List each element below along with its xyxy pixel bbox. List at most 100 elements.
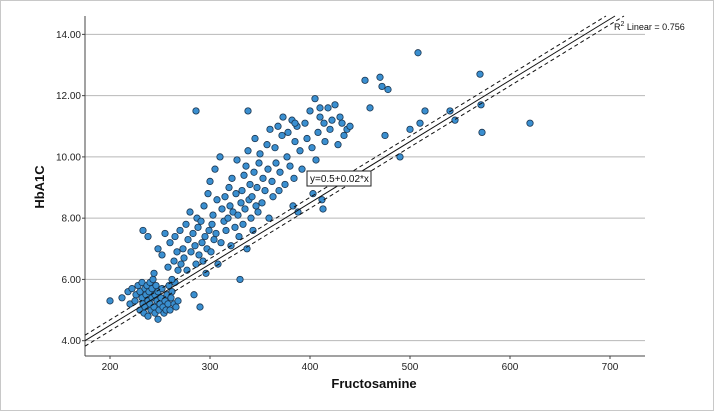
data-point	[206, 177, 214, 186]
data-point	[258, 199, 266, 207]
data-point	[189, 229, 197, 238]
gridlines	[85, 33, 645, 342]
data-point	[168, 275, 176, 284]
data-point	[255, 159, 263, 167]
data-point	[263, 141, 271, 149]
data-point	[224, 214, 232, 222]
data-point	[326, 125, 334, 133]
data-point	[319, 205, 327, 213]
data-point	[242, 162, 250, 170]
data-point	[477, 101, 485, 109]
data-point	[244, 147, 252, 155]
data-point	[174, 297, 182, 305]
data-point	[231, 223, 239, 231]
data-point	[396, 153, 404, 161]
y-tick-label: 10.00	[56, 152, 81, 163]
data-point	[171, 232, 179, 241]
data-point	[237, 199, 245, 207]
data-point	[318, 196, 326, 204]
data-point	[290, 174, 298, 182]
data-point	[274, 122, 282, 130]
data-point	[246, 180, 254, 189]
data-point	[172, 303, 180, 311]
data-point	[236, 275, 244, 284]
y-tick-label: 6.00	[62, 275, 82, 286]
y-tick-label: 14.00	[56, 30, 81, 41]
data-point	[264, 165, 272, 173]
data-point	[139, 226, 147, 235]
x-axis-label: Fructosamine	[331, 376, 416, 391]
data-point	[233, 156, 241, 164]
data-point	[271, 144, 279, 152]
data-point	[235, 232, 243, 241]
data-point	[154, 245, 162, 253]
data-point	[478, 128, 486, 136]
data-point	[247, 214, 255, 222]
data-point	[278, 131, 286, 140]
x-tick-label: 600	[502, 362, 519, 373]
data-point	[194, 223, 202, 231]
data-point	[381, 131, 389, 140]
data-point	[244, 107, 252, 115]
data-point	[316, 104, 324, 112]
data-point	[366, 104, 374, 112]
data-point	[284, 128, 292, 136]
data-point	[213, 196, 221, 204]
y-axis-label: HbA1C	[32, 165, 47, 209]
data-point	[241, 205, 249, 213]
data-point	[308, 144, 316, 152]
data-point	[268, 177, 276, 186]
data-point	[250, 168, 258, 176]
data-point	[182, 220, 190, 228]
data-point	[526, 119, 534, 127]
data-point	[238, 186, 246, 195]
data-point	[174, 266, 182, 274]
equation-box	[306, 170, 372, 187]
data-point	[198, 239, 206, 247]
data-point	[254, 208, 262, 216]
data-point	[214, 260, 222, 268]
data-point	[197, 217, 205, 225]
data-point	[303, 134, 311, 143]
data-point	[192, 107, 200, 115]
data-point	[328, 116, 336, 124]
data-point	[149, 275, 157, 284]
data-point	[202, 269, 210, 277]
equation-label: y=0.5+0.02*x	[310, 174, 369, 185]
data-point	[210, 236, 218, 244]
data-point	[243, 245, 251, 253]
data-point	[421, 107, 429, 115]
confidence-upper-line	[84, 15, 607, 336]
data-point	[164, 263, 172, 271]
data-point	[334, 141, 342, 149]
data-point	[378, 82, 386, 91]
data-point	[316, 113, 324, 121]
data-point	[217, 239, 225, 247]
data-point	[340, 131, 348, 140]
data-point	[301, 119, 309, 127]
data-point	[384, 85, 392, 94]
data-point	[248, 193, 256, 201]
x-tick-label: 200	[102, 362, 119, 373]
data-point	[361, 76, 369, 84]
data-point	[218, 205, 226, 213]
data-point	[187, 248, 195, 256]
x-tick-labels: 200 300 400 500 600 700	[102, 356, 619, 373]
data-point	[324, 104, 332, 112]
data-point	[256, 150, 264, 158]
data-point	[144, 312, 152, 320]
data-point	[251, 134, 259, 143]
r-squared-label: R2 Linear = 0.756	[614, 21, 685, 32]
data-point	[192, 260, 200, 268]
data-point	[239, 220, 247, 228]
data-point	[281, 180, 289, 189]
data-point	[261, 186, 269, 195]
data-point	[406, 125, 414, 133]
data-point	[446, 107, 454, 115]
data-point	[180, 254, 188, 262]
data-point	[291, 137, 299, 146]
data-point	[269, 193, 277, 201]
data-point	[414, 49, 422, 57]
data-point	[314, 128, 322, 136]
